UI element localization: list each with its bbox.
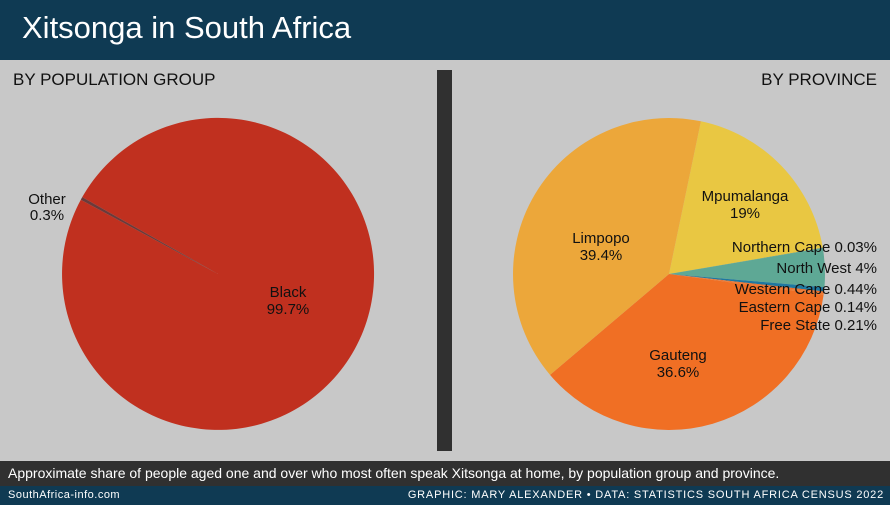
pie-slice-eastern-cape bbox=[669, 274, 825, 293]
population-group-pie bbox=[62, 117, 375, 430]
free-state-label: Free State 0.21% bbox=[760, 317, 877, 334]
header-bar: Xitsonga in South Africa bbox=[0, 0, 890, 60]
chart-divider bbox=[437, 70, 452, 451]
limpopo-label: Limpopo bbox=[572, 230, 630, 247]
mpumalanga-value: 19% bbox=[730, 205, 760, 222]
eastern-cape-label: Eastern Cape 0.14% bbox=[739, 299, 877, 316]
limpopo-value: 39.4% bbox=[580, 247, 623, 264]
gauteng-label: Gauteng bbox=[649, 347, 707, 364]
black-value: 99.7% bbox=[267, 301, 310, 318]
pie-slice-north-west bbox=[669, 248, 826, 288]
pie-slice-black bbox=[62, 117, 375, 430]
pie-slice-western-cape bbox=[669, 274, 825, 292]
pie-slice-gauteng bbox=[550, 274, 824, 430]
footer-bar: SouthAfrica-info.com GRAPHIC: MARY ALEXA… bbox=[0, 486, 890, 505]
site-credit: SouthAfrica-info.com bbox=[8, 489, 121, 501]
page-title: Xitsonga in South Africa bbox=[22, 10, 352, 45]
north-west-label: North West 4% bbox=[776, 260, 877, 277]
northern-cape-label: Northern Cape 0.03% bbox=[732, 239, 877, 256]
pie-slice-other bbox=[80, 197, 218, 274]
pie-slice-limpopo bbox=[513, 118, 701, 375]
other-label: Other bbox=[28, 191, 66, 208]
western-cape-label: Western Cape 0.44% bbox=[735, 281, 877, 298]
province-heading: BY PROVINCE bbox=[761, 70, 877, 89]
population-group-heading: BY POPULATION GROUP bbox=[13, 70, 216, 89]
province-pie bbox=[513, 118, 826, 430]
caption-bar: Approximate share of people aged one and… bbox=[0, 461, 890, 486]
gauteng-value: 36.6% bbox=[657, 364, 700, 381]
mpumalanga-label: Mpumalanga bbox=[702, 188, 789, 205]
pie-slice-northern-cape bbox=[669, 247, 823, 274]
pie-slice-mpumalanga bbox=[669, 121, 823, 274]
black-label: Black bbox=[270, 284, 307, 301]
chart-caption: Approximate share of people aged one and… bbox=[8, 465, 780, 481]
other-value: 0.3% bbox=[30, 207, 64, 224]
pie-slice-free-state bbox=[669, 274, 824, 295]
source-credit: GRAPHIC: MARY ALEXANDER • DATA: STATISTI… bbox=[407, 489, 884, 501]
